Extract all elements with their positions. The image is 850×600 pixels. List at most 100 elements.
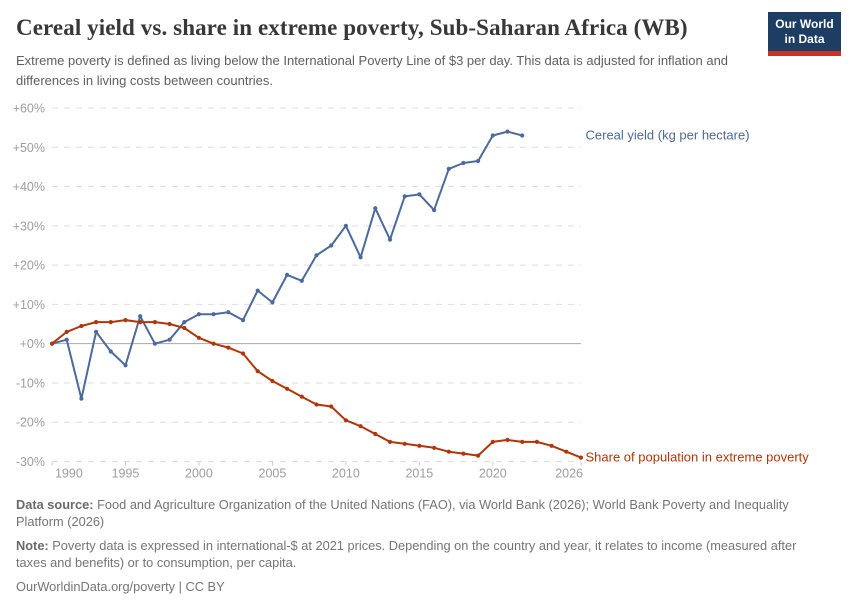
cereal-yield-kg-per-hectare-point: [211, 312, 216, 317]
cereal-yield-kg-per-hectare-point: [285, 272, 290, 277]
share-of-population-in-extreme-poverty-point: [138, 320, 143, 325]
share-of-population-in-extreme-poverty-point: [270, 378, 275, 384]
share-of-population-in-extreme-poverty-point: [182, 325, 187, 331]
x-axis-label: 2015: [405, 467, 433, 481]
owid-logo-line1: Our World: [775, 16, 834, 31]
cereal-yield-kg-per-hectare-point: [64, 337, 69, 342]
share-of-population-in-extreme-poverty-point: [49, 341, 55, 346]
owid-logo-line2: in Data: [784, 31, 825, 46]
x-axis-label: 2010: [332, 467, 360, 481]
cereal-yield-kg-per-hectare-point: [402, 194, 407, 199]
share-of-population-in-extreme-poverty-point: [358, 424, 363, 429]
cereal-yield-kg-per-hectare-point: [270, 300, 275, 305]
share-of-population-in-extreme-poverty-point: [402, 441, 407, 446]
cereal-yield-kg-per-hectare-point: [490, 133, 495, 138]
owid-logo[interactable]: Our World in Data: [768, 12, 841, 56]
share-of-population-in-extreme-poverty-point: [167, 321, 172, 327]
chart-footer: Data source: Food and Agriculture Organi…: [16, 496, 822, 600]
cereal-yield-kg-per-hectare-point: [387, 237, 393, 242]
share-of-population-in-extreme-poverty-point: [549, 443, 554, 448]
share-of-population-in-extreme-poverty-point: [329, 404, 334, 409]
share-of-population-in-extreme-poverty-point: [520, 439, 525, 444]
cereal-yield-kg-per-hectare-point: [138, 314, 143, 319]
share-of-population-in-extreme-poverty-point: [534, 439, 540, 444]
share-of-population-in-extreme-poverty-point: [240, 351, 246, 356]
share-of-population-in-extreme-poverty-point: [373, 431, 378, 437]
data-source-label: Data source:: [16, 497, 94, 512]
cereal-yield-kg-per-hectare-point: [152, 341, 157, 346]
cereal-yield-kg-per-hectare-point: [417, 192, 422, 197]
share-of-population-in-extreme-poverty-point: [490, 439, 495, 444]
x-axis-label: 2000: [185, 467, 213, 481]
share-of-population-in-extreme-poverty-line: [51, 319, 582, 459]
share-of-population-in-extreme-poverty-point: [417, 443, 422, 448]
note-label: Note:: [16, 538, 49, 553]
cereal-yield-kg-per-hectare-point: [299, 278, 304, 283]
cereal-yield-kg-per-hectare-point: [343, 223, 348, 228]
cereal-yield-kg-per-hectare-point: [108, 349, 113, 354]
y-axis-label: +60%: [13, 102, 45, 116]
cereal-yield-kg-per-hectare-point: [240, 318, 246, 323]
cereal-yield-kg-per-hectare-point: [226, 310, 231, 315]
cereal-yield-kg-per-hectare-point: [196, 312, 201, 317]
cereal-yield-kg-per-hectare-point: [79, 396, 84, 401]
chart-subtitle: Extreme poverty is defined as living bel…: [16, 53, 729, 88]
y-axis-label: -10%: [16, 376, 45, 390]
share-of-population-in-extreme-poverty-point: [196, 335, 201, 340]
y-axis-label: +10%: [13, 298, 45, 312]
note-text: Poverty data is expressed in internation…: [16, 538, 797, 570]
share-of-population-in-extreme-poverty-point: [211, 341, 216, 346]
cereal-yield-kg-per-hectare-point: [461, 160, 466, 166]
y-axis-label: +40%: [13, 180, 45, 194]
cereal-yield-kg-per-hectare-point: [255, 288, 260, 293]
cereal-yield-kg-per-hectare-series-label: Cereal yield (kg per hectare): [586, 127, 750, 142]
y-axis-label: -30%: [16, 455, 45, 469]
share-of-population-in-extreme-poverty-point: [94, 320, 99, 325]
cereal-yield-kg-per-hectare-point: [329, 243, 334, 248]
share-of-population-in-extreme-poverty-point: [387, 439, 393, 444]
share-of-population-in-extreme-poverty-point: [123, 318, 128, 323]
share-of-population-in-extreme-poverty-point: [64, 329, 69, 334]
data-source-line: Data source: Food and Agriculture Organi…: [16, 496, 822, 530]
share-of-population-in-extreme-poverty-series-label: Share of population in extreme poverty: [586, 450, 810, 465]
share-of-population-in-extreme-poverty-point: [79, 323, 84, 329]
cereal-yield-kg-per-hectare-point: [432, 208, 437, 213]
cereal-yield-kg-per-hectare-point: [373, 206, 378, 211]
x-axis-label: 2026: [555, 467, 583, 481]
cereal-yield-kg-per-hectare-point: [476, 158, 481, 164]
y-axis-label: +20%: [13, 259, 45, 273]
y-axis-label: -20%: [16, 416, 45, 430]
cereal-yield-kg-per-hectare-point: [94, 329, 99, 334]
cereal-yield-kg-per-hectare-point: [446, 166, 451, 171]
share-of-population-in-extreme-poverty-point: [446, 449, 451, 454]
y-axis-label: +50%: [13, 141, 45, 155]
share-of-population-in-extreme-poverty-point: [564, 449, 569, 454]
share-of-population-in-extreme-poverty-point: [299, 394, 304, 399]
cereal-yield-kg-per-hectare-point: [314, 253, 319, 258]
x-axis-label: 1990: [55, 467, 83, 481]
citation-line: OurWorldinData.org/poverty | CC BY: [16, 579, 225, 594]
x-axis-label: 2020: [479, 467, 507, 481]
share-of-population-in-extreme-poverty-point: [461, 451, 466, 456]
cereal-yield-kg-per-hectare-point: [182, 320, 187, 325]
share-of-population-in-extreme-poverty-point: [476, 453, 481, 458]
chart-plot-area[interactable]: +60% +50% +40% +30% +20% +10% +0% -10% -20% -30% 1…: [0, 0, 850, 490]
x-axis-label: 2005: [259, 467, 287, 481]
y-axis-label: +0%: [20, 337, 45, 351]
cereal-yield-kg-per-hectare-point: [167, 337, 172, 342]
cereal-yield-kg-per-hectare-point: [123, 363, 128, 368]
cereal-yield-kg-per-hectare-point: [505, 129, 510, 134]
cereal-yield-kg-per-hectare-point: [520, 133, 525, 138]
x-axis-label: 1995: [112, 467, 140, 481]
share-of-population-in-extreme-poverty-point: [255, 369, 260, 374]
note-line: Note: Poverty data is expressed in inter…: [16, 537, 822, 571]
data-source-text: Food and Agriculture Organization of the…: [16, 497, 789, 529]
share-of-population-in-extreme-poverty-point: [578, 455, 584, 460]
share-of-population-in-extreme-poverty-point: [432, 445, 437, 450]
share-of-population-in-extreme-poverty-point: [226, 345, 231, 350]
share-of-population-in-extreme-poverty-point: [108, 320, 113, 325]
y-axis-label: +30%: [13, 219, 45, 233]
share-of-population-in-extreme-poverty-point: [152, 320, 157, 325]
page-title: Cereal yield vs. share in extreme povert…: [16, 15, 688, 40]
